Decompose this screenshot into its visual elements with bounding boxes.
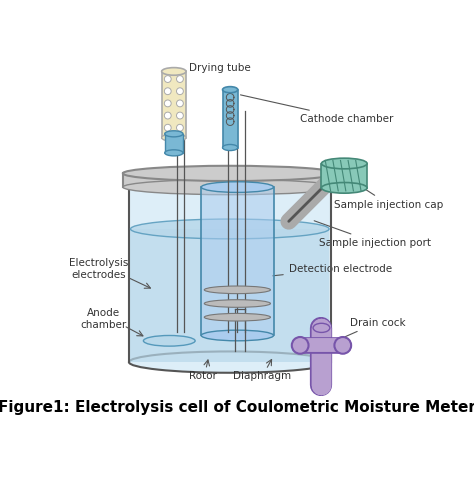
Text: Drying tube: Drying tube bbox=[179, 63, 251, 75]
Text: Cathode chamber: Cathode chamber bbox=[240, 95, 393, 124]
Circle shape bbox=[292, 337, 309, 354]
Circle shape bbox=[164, 100, 171, 107]
Ellipse shape bbox=[204, 300, 271, 307]
Text: Drain cock: Drain cock bbox=[346, 317, 405, 337]
Polygon shape bbox=[164, 134, 183, 153]
Polygon shape bbox=[123, 173, 337, 187]
Ellipse shape bbox=[164, 150, 183, 156]
Circle shape bbox=[176, 76, 183, 83]
Ellipse shape bbox=[222, 144, 238, 151]
Polygon shape bbox=[222, 90, 238, 147]
Text: Rotor: Rotor bbox=[189, 371, 217, 381]
Ellipse shape bbox=[144, 336, 195, 346]
Polygon shape bbox=[162, 71, 186, 138]
Ellipse shape bbox=[129, 172, 330, 194]
Polygon shape bbox=[201, 187, 273, 336]
Ellipse shape bbox=[321, 158, 367, 169]
Text: Figure1: Electrolysis cell of Coulometric Moisture Meter: Figure1: Electrolysis cell of Coulometri… bbox=[0, 400, 474, 415]
Polygon shape bbox=[321, 164, 367, 188]
Text: Electrolysis
electrodes: Electrolysis electrodes bbox=[69, 258, 128, 280]
Text: Detection electrode: Detection electrode bbox=[273, 264, 392, 276]
Circle shape bbox=[334, 337, 351, 354]
Ellipse shape bbox=[164, 131, 183, 137]
Circle shape bbox=[176, 88, 183, 95]
Ellipse shape bbox=[129, 352, 330, 373]
Polygon shape bbox=[130, 229, 329, 362]
Text: Sample injection port: Sample injection port bbox=[314, 221, 431, 248]
Circle shape bbox=[164, 112, 171, 119]
Text: Anode
chamber: Anode chamber bbox=[81, 308, 127, 329]
Ellipse shape bbox=[162, 134, 186, 142]
Circle shape bbox=[176, 100, 183, 107]
Ellipse shape bbox=[204, 286, 271, 294]
Ellipse shape bbox=[201, 182, 273, 192]
Text: Sample injection cap: Sample injection cap bbox=[334, 177, 444, 210]
Ellipse shape bbox=[123, 180, 337, 195]
Ellipse shape bbox=[162, 68, 186, 75]
Ellipse shape bbox=[201, 330, 273, 341]
Ellipse shape bbox=[313, 323, 330, 332]
Circle shape bbox=[164, 88, 171, 95]
Circle shape bbox=[176, 112, 183, 119]
Ellipse shape bbox=[222, 86, 238, 93]
Text: Diaphragm: Diaphragm bbox=[233, 371, 291, 381]
Ellipse shape bbox=[204, 313, 271, 321]
Circle shape bbox=[164, 124, 171, 131]
Ellipse shape bbox=[123, 166, 337, 181]
Circle shape bbox=[176, 124, 183, 131]
Circle shape bbox=[164, 76, 171, 83]
Ellipse shape bbox=[321, 183, 367, 193]
Polygon shape bbox=[129, 183, 330, 362]
Ellipse shape bbox=[130, 219, 329, 239]
